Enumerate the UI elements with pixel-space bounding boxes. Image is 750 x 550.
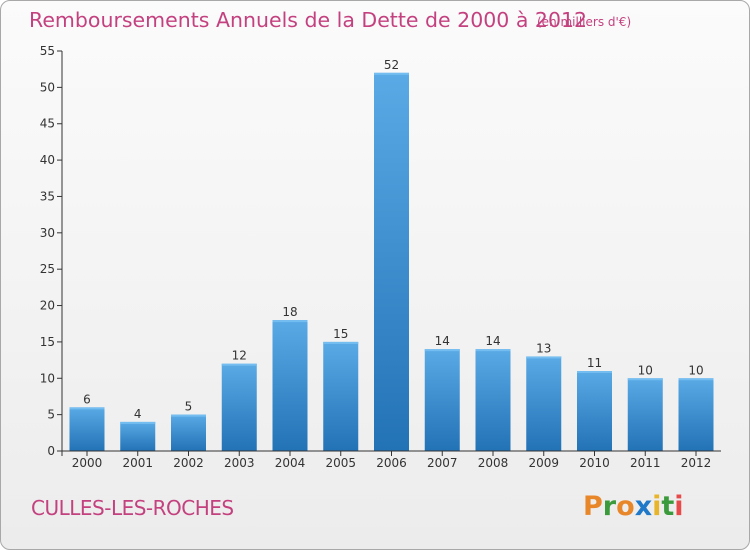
logo-letter: i — [652, 491, 662, 522]
bar — [475, 349, 511, 451]
data-label: 13 — [536, 341, 551, 355]
y-tick-label: 30 — [40, 226, 55, 240]
bar — [526, 356, 562, 451]
chart-unit: (en milliers d'€) — [537, 15, 632, 29]
bar-top-edge — [526, 356, 562, 359]
x-tick-label: 2011 — [630, 456, 661, 470]
x-tick-label: 2006 — [376, 456, 407, 470]
logo-letter: o — [616, 491, 635, 522]
bar-top-edge — [424, 349, 460, 352]
y-tick-label: 25 — [40, 262, 55, 276]
y-tick-label: 55 — [40, 44, 55, 58]
bar-top-edge — [577, 371, 612, 373]
y-tick-label: 35 — [40, 189, 55, 203]
bar-top-edge — [272, 320, 308, 323]
y-tick-label: 20 — [40, 299, 55, 313]
bar — [577, 371, 612, 451]
bar — [678, 378, 714, 451]
logo-letter: i — [674, 491, 684, 522]
bar — [120, 421, 156, 451]
data-label: 10 — [638, 363, 653, 377]
y-tick-label: 40 — [40, 153, 55, 167]
bar-top-edge — [627, 378, 663, 381]
bar — [424, 349, 460, 451]
bar — [323, 341, 359, 451]
data-label: 12 — [232, 349, 247, 363]
x-tick-label: 2008 — [478, 456, 509, 470]
data-label: 14 — [435, 334, 450, 348]
bars-group: 6 4 5 12 18 15 52 14 14 13 11 10 10 — [69, 58, 714, 452]
logo-letter: r — [602, 491, 617, 522]
y-tick-label: 10 — [40, 371, 55, 385]
bar-top-edge — [678, 378, 714, 381]
x-tick-label: 2012 — [681, 456, 712, 470]
x-tick-label: 2000 — [72, 456, 103, 470]
bar — [221, 363, 257, 451]
x-tick-label: 2004 — [275, 456, 306, 470]
logo-letter: t — [661, 491, 675, 522]
y-tick-label: 5 — [47, 408, 55, 422]
commune-name: CULLES-LES-ROCHES — [31, 496, 234, 520]
x-tick-label: 2002 — [173, 456, 204, 470]
data-label: 4 — [134, 407, 142, 421]
data-label: 18 — [282, 305, 297, 319]
x-tick-label: 2001 — [122, 456, 153, 470]
x-tick-label: 2007 — [427, 456, 458, 470]
bar — [627, 378, 663, 451]
logo-letter: x — [634, 491, 653, 522]
data-label: 14 — [485, 334, 500, 348]
logo-letter: P — [583, 491, 603, 522]
data-label: 15 — [333, 327, 348, 341]
data-label: 11 — [587, 356, 602, 370]
data-label: 6 — [83, 392, 91, 406]
chart-title: Remboursements Annuels de la Dette de 20… — [29, 8, 588, 32]
bar — [69, 407, 105, 451]
bar-top-edge — [374, 72, 409, 75]
y-tick-label: 45 — [40, 117, 55, 131]
data-label: 52 — [384, 58, 399, 72]
bar-top-edge — [69, 407, 105, 410]
bar-top-edge — [221, 363, 257, 366]
y-tick-label: 50 — [40, 80, 55, 94]
bar-top-edge — [475, 349, 511, 352]
bar-top-edge — [323, 341, 359, 344]
bar-top-edge — [171, 414, 206, 417]
data-label: 5 — [185, 400, 193, 414]
x-tick-label: 2003 — [224, 456, 255, 470]
proxiti-logo: Proxiti — [583, 491, 684, 522]
x-tick-label: 2009 — [528, 456, 559, 470]
y-tick-label: 15 — [40, 335, 55, 349]
x-tick-label: 2010 — [579, 456, 610, 470]
bar — [374, 72, 409, 452]
bar — [272, 320, 308, 451]
bar-top-edge — [120, 421, 156, 424]
bar — [171, 414, 206, 451]
y-tick-label: 0 — [47, 444, 55, 458]
data-label: 10 — [688, 363, 703, 377]
x-tick-label: 2005 — [325, 456, 356, 470]
